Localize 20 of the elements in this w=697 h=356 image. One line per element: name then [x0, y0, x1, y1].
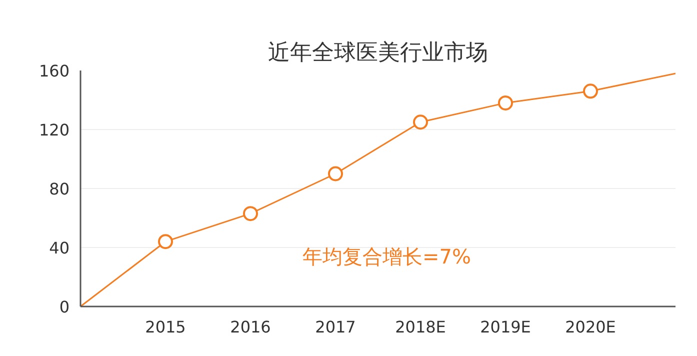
x-tick-label: 2015: [145, 318, 186, 336]
point: [413, 114, 428, 130]
y-tick-label: 160: [38, 62, 70, 80]
x-tick-label: 2020E: [565, 318, 616, 336]
x-tick-label: 2019E: [480, 318, 531, 336]
point: [498, 95, 513, 110]
point: [158, 234, 173, 250]
point: [583, 84, 598, 99]
point: [243, 206, 258, 222]
annotation: 年均复合增长=7%: [302, 244, 471, 268]
y-tick-label: 80: [49, 180, 70, 198]
x-tick-label: 2017: [315, 318, 356, 336]
point: [328, 166, 343, 182]
line-series: [80, 72, 676, 306]
y-tick-label: 120: [38, 120, 70, 140]
chart-title: 近年全球医美行业市场: [268, 40, 488, 66]
y-tick-label: 40: [49, 238, 70, 258]
x-tick-label: 2016: [230, 318, 271, 336]
y-tick-label: 0: [59, 298, 70, 316]
x-tick-label: 2018E: [395, 318, 446, 336]
